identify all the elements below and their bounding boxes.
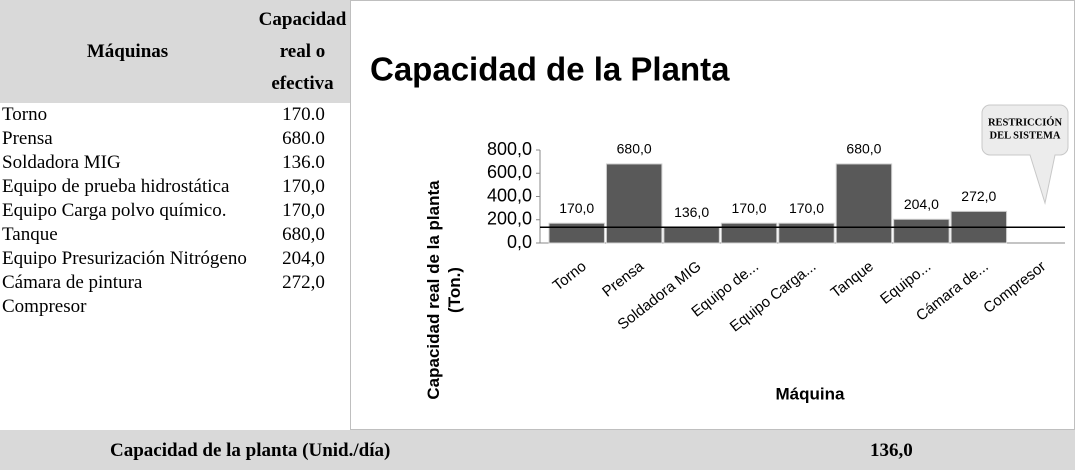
bar	[663, 226, 720, 244]
table-row: Compresor	[0, 295, 350, 319]
callout	[981, 104, 1069, 205]
bar	[548, 222, 605, 244]
callout-text: RESTRICCIÓN	[988, 116, 1063, 128]
value-cell: 204,0	[282, 248, 325, 269]
y-tick-label: 0,0	[507, 232, 532, 252]
bar	[893, 218, 950, 244]
bar	[605, 163, 663, 244]
value-label: 272,0	[961, 188, 996, 204]
label-cell: Equipo de prueba hidrostática	[2, 176, 230, 197]
value-label: 204,0	[904, 196, 939, 212]
bar	[720, 222, 778, 244]
chart: Capacidad de la Planta Máquina 0,0 200,0 4…	[350, 0, 1075, 430]
header-cell: Capacidad real o efectiva	[255, 0, 350, 103]
label-cell: Equipo Carga polvo químico.	[2, 200, 227, 221]
label-cell: Tanque	[2, 224, 58, 245]
table-row: Cámara de pintura 272,0	[0, 271, 350, 295]
header-cell: Máquinas	[0, 0, 255, 103]
y-axis-label-line: Capacidad real de la planta	[424, 180, 443, 400]
chart-title: Capacidad de la Planta	[370, 51, 730, 88]
value-cell: 170.0	[282, 104, 325, 125]
value-cell	[255, 295, 350, 319]
callout-text: DEL SISTEMA	[990, 130, 1061, 141]
value-cell: 170,0	[282, 200, 325, 221]
footer: Capacidad de la planta (Unid./día) 136,0	[0, 430, 1075, 470]
label-cell: Soldadora MIG	[2, 152, 121, 173]
value-cell: 136.0	[282, 152, 325, 173]
label-cell: Equipo Presurización Nitrógeno	[2, 248, 247, 269]
value-label: 170,0	[732, 200, 767, 216]
y-tick-label: 200,0	[487, 209, 532, 229]
y-tick-label: 400,0	[487, 185, 532, 205]
bar	[835, 163, 893, 244]
y-axis-label: Capacidad real de la planta (Ton.)	[424, 180, 464, 400]
y-tick-label: 800,0	[487, 139, 532, 159]
footer-label: Capacidad de la planta (Unid./día)	[110, 440, 391, 461]
footer-value: 136,0	[870, 440, 913, 461]
table-row: Soldadora MIG 136.0	[0, 151, 350, 175]
label-cell: Compresor	[2, 296, 87, 317]
table-row: Equipo Presurización Nitrógeno 204,0	[0, 247, 350, 271]
table-row: Torno 170.0	[0, 103, 350, 127]
value-label: 680,0	[617, 141, 652, 157]
table-row: Equipo de prueba hidrostática 170,0	[0, 175, 350, 199]
table-row: Tanque 680,0	[0, 223, 350, 247]
value-label: 680,0	[846, 141, 881, 157]
table-row: Equipo Carga polvo químico. 170,0	[0, 199, 350, 223]
value-label: 136,0	[674, 204, 709, 220]
table: Máquinas Capacidad real o efectiva Torno…	[0, 0, 350, 319]
value-cell: 680,0	[282, 224, 325, 245]
value-cell: 680.0	[282, 128, 325, 149]
y-axis-label-line: (Ton.)	[445, 267, 464, 313]
value-label: 170,0	[559, 200, 594, 216]
label-cell: Prensa	[2, 128, 53, 149]
value-cell: 170,0	[282, 176, 325, 197]
label-cell: Cámara de pintura	[2, 272, 143, 293]
y-tick-label: 600,0	[487, 162, 532, 182]
label-cell: Torno	[2, 104, 48, 125]
bar	[778, 222, 835, 244]
x-axis-label: Máquina	[776, 384, 845, 403]
value-cell: 272,0	[282, 272, 325, 293]
table-row: Prensa 680.0	[0, 127, 350, 151]
value-label: 170,0	[789, 200, 824, 216]
